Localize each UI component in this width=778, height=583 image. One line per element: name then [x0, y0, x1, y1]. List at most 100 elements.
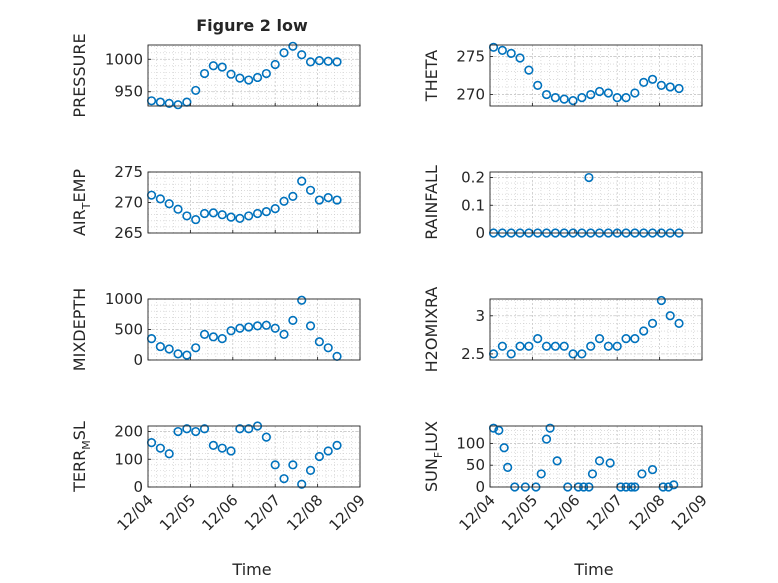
data-point: [621, 334, 631, 344]
data-point: [173, 349, 183, 359]
data-point: [568, 96, 578, 106]
data-point: [506, 349, 516, 359]
y-axis-label: PRESSURE: [70, 33, 89, 117]
y-tick-label: 950: [114, 83, 143, 101]
data-point: [541, 89, 552, 100]
data-point: [621, 93, 631, 103]
data-point: [323, 343, 333, 353]
data-point: [288, 460, 298, 470]
data-point: [199, 424, 210, 434]
axes-area: [490, 172, 702, 233]
data-point: [497, 45, 507, 55]
data-point: [288, 191, 298, 201]
y-tick-label: 265: [114, 224, 143, 242]
data-point: [297, 295, 307, 305]
data-point: [217, 210, 227, 220]
y-tick-label: 1000: [105, 50, 143, 68]
y-tick-label: 200: [114, 423, 143, 441]
data-point: [332, 57, 342, 67]
data-point: [155, 194, 165, 204]
data-point: [244, 322, 254, 332]
data-point: [665, 82, 675, 92]
data-point: [208, 332, 218, 342]
x-axis-label-right: Time: [573, 560, 613, 579]
data-point: [305, 185, 316, 195]
data-point: [586, 89, 596, 100]
data-point: [503, 462, 513, 472]
axes-box: [489, 298, 703, 361]
data-point: [191, 426, 201, 437]
data-point: [669, 480, 679, 490]
data-point: [612, 93, 622, 103]
data-point: [252, 208, 263, 219]
data-point: [603, 341, 613, 351]
data-point: [594, 86, 605, 97]
data-point: [270, 204, 280, 214]
y-tick-label: 1000: [105, 290, 143, 308]
y-axis-label: MIXDEPTH: [70, 288, 89, 371]
data-point: [261, 68, 271, 79]
data-point: [208, 440, 218, 451]
y-axis-label: H2OMIXRA: [422, 287, 441, 373]
data-point: [261, 432, 271, 442]
data-point: [270, 323, 280, 333]
data-point: [191, 343, 201, 353]
data-point: [559, 94, 569, 104]
data-point: [199, 68, 210, 79]
x-axis-label-left: Time: [231, 560, 271, 579]
y-tick-label: 500: [114, 321, 143, 339]
data-point: [182, 211, 192, 221]
data-point: [244, 211, 254, 221]
y-tick-label: 0: [475, 478, 485, 496]
data-point: [191, 85, 201, 96]
axes-box: [489, 425, 703, 488]
data-point: [533, 80, 543, 91]
data-point: [647, 74, 658, 84]
data-point: [226, 326, 236, 336]
data-point: [305, 465, 316, 475]
data-point: [279, 329, 289, 339]
y-axis-label: RAINFALL: [422, 165, 441, 240]
data-point: [647, 464, 658, 475]
y-axis-label: THETA: [422, 50, 441, 102]
data-point: [297, 50, 307, 60]
data-point: [155, 443, 165, 453]
y-axis-label: AIRTEMP: [70, 169, 93, 236]
subplot-rainfall: 0 0.1 0.2 RAINFALL: [422, 165, 703, 242]
data-point: [323, 56, 333, 66]
data-point: [270, 460, 280, 470]
data-point: [261, 320, 271, 330]
data-point: [164, 449, 174, 459]
subplot-air-temp: 265 270 275 AIRTEMP: [70, 163, 361, 242]
y-tick-label: 270: [114, 194, 143, 212]
data-point: [587, 469, 598, 479]
data-point: [674, 318, 684, 329]
data-point: [524, 341, 534, 351]
data-point: [533, 334, 543, 344]
subplot-mixdepth: 0 500 1000 MIXDEPTH: [70, 288, 361, 371]
data-point: [506, 48, 516, 58]
data-point: [244, 424, 254, 434]
data-point: [252, 72, 263, 83]
data-point: [494, 425, 504, 435]
data-point: [252, 321, 263, 331]
y-tick-label: 0.2: [461, 169, 485, 187]
y-tick-label: 275: [456, 47, 485, 65]
data-point: [323, 446, 333, 456]
data-point: [182, 350, 192, 360]
y-axis-label: SUNFLUX: [422, 421, 445, 492]
data-point: [577, 349, 587, 359]
data-point: [541, 341, 552, 351]
data-point: [332, 195, 342, 205]
data-point: [332, 440, 342, 451]
data-point: [603, 88, 613, 98]
data-point: [656, 80, 666, 91]
data-point: [208, 61, 218, 71]
data-point: [674, 83, 684, 94]
data-point: [577, 93, 587, 103]
data-point: [164, 98, 174, 109]
data-point: [497, 341, 507, 351]
y-tick-label: 270: [456, 86, 485, 104]
axes-box: [147, 425, 361, 488]
data-point: [584, 172, 594, 183]
